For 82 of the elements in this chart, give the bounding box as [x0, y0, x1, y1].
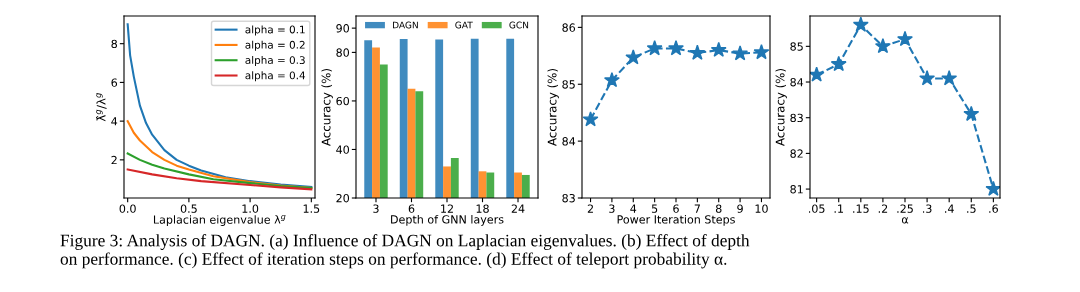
- y-tick-label: 81: [790, 185, 803, 194]
- x-tick-label: 5: [651, 204, 658, 213]
- x-tick-label: 18: [476, 204, 489, 213]
- y-tick-label: 4: [111, 117, 118, 126]
- point: [710, 41, 727, 57]
- y-tick-label: 83: [562, 193, 575, 203]
- point: [646, 40, 663, 56]
- y-tick-label: 8: [111, 39, 117, 49]
- y-axis-title: Accuracy (%): [321, 68, 333, 146]
- x-tick-label: .6: [989, 204, 998, 213]
- point: [985, 180, 1000, 196]
- x-tick-label: 12: [441, 204, 453, 213]
- y-axis-title: Accuracy (%): [775, 68, 787, 146]
- y-tick-label: 83: [790, 113, 803, 123]
- y-axis-title: Accuracy (%): [547, 68, 559, 146]
- point: [897, 30, 913, 47]
- x-tick-label: 6: [673, 204, 679, 213]
- y-tick-label: 85: [790, 42, 803, 51]
- x-tick-label: .4: [945, 204, 954, 213]
- x-tick-label: .25: [897, 204, 913, 213]
- x-tick-label: 3: [373, 204, 379, 213]
- x-tick-label: 4: [630, 204, 637, 213]
- x-axis-title: α: [901, 217, 909, 224]
- point: [625, 49, 642, 65]
- x-tick-label: 0.0: [119, 204, 136, 213]
- line-series: [126, 23, 313, 188]
- x-tick-label: 24: [511, 204, 525, 213]
- x-tick-label: .2: [878, 204, 888, 213]
- point: [963, 105, 980, 122]
- y-tick-label: 40: [336, 145, 350, 154]
- point: [830, 55, 847, 72]
- point: [941, 70, 958, 86]
- y-tick-label: 90: [336, 24, 350, 33]
- y-tick-label: 84: [790, 77, 804, 87]
- legend-label: alpha = 0.4: [245, 71, 306, 82]
- x-tick-label: 8: [715, 204, 722, 213]
- y-tick-label: 82: [790, 149, 803, 158]
- x-tick-label: 7: [694, 204, 700, 213]
- line-series: [126, 152, 313, 189]
- x-tick-label: 2: [587, 204, 593, 213]
- line-series: [126, 168, 313, 191]
- y-tick-label: 6: [111, 78, 118, 87]
- legend-label: GAT: [455, 21, 473, 29]
- point: [582, 111, 599, 127]
- x-tick-label: .5: [967, 204, 976, 213]
- point: [874, 37, 891, 54]
- legend-label: alpha = 0.3: [245, 55, 305, 67]
- legend-label: alpha = 0.2: [245, 40, 305, 51]
- x-tick-label: .15: [853, 204, 869, 213]
- x-axis-title: Depth of GNN layers: [391, 215, 504, 226]
- x-tick-label: 1.5: [303, 204, 320, 213]
- y-axis-title: λ̂$^{g}$/λ$^{g}$: [96, 93, 107, 122]
- point: [919, 70, 936, 86]
- x-tick-label: 0.5: [180, 204, 197, 213]
- x-tick-label: .05: [808, 204, 825, 213]
- y-tick-label: 86: [562, 23, 576, 32]
- point: [852, 16, 869, 32]
- y-tick-label: 60: [336, 96, 350, 106]
- y-tick-label: 20: [336, 193, 350, 203]
- y-tick-label: 85: [562, 80, 575, 89]
- legend-label: alpha = 0.1: [245, 25, 305, 36]
- point: [689, 44, 706, 60]
- legend-label: DAGN: [393, 21, 418, 29]
- x-tick-label: 10: [755, 204, 768, 213]
- point: [810, 66, 825, 82]
- x-tick-label: .1: [834, 204, 843, 213]
- point: [603, 71, 620, 88]
- legend-label: GCN: [509, 21, 529, 29]
- y-tick-label: 2: [111, 155, 117, 165]
- x-tick-label: 9: [737, 204, 743, 213]
- point: [668, 40, 684, 56]
- x-tick-label: 1.0: [242, 204, 259, 213]
- x-tick-label: .3: [922, 204, 932, 213]
- y-tick-label: 84: [562, 137, 576, 146]
- point: [753, 44, 770, 60]
- x-tick-label: 3: [609, 204, 615, 213]
- caption: Figure 3: Analysis of DAGN. (a) Influence of DAGN on Laplacian eigenvalues. (b) Effect of depth on performance. (c) Effect of iteration steps on performance. (d) Effect of teleport probability α.: [60, 234, 750, 269]
- x-tick-label: 6: [408, 204, 415, 213]
- y-tick-label: 80: [336, 48, 350, 57]
- x-axis-title: Power Iteration Steps: [617, 215, 735, 226]
- x-axis-title: Laplacian eigenvalue λ$^{g}$: [153, 215, 286, 226]
- point: [732, 45, 749, 61]
